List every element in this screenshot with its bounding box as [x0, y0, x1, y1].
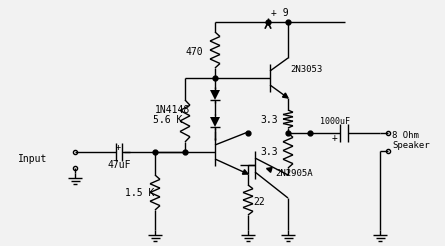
- Polygon shape: [210, 117, 220, 127]
- Text: 47uF: 47uF: [108, 160, 132, 170]
- Text: 1.5 K: 1.5 K: [125, 188, 154, 198]
- Text: +: +: [116, 142, 121, 152]
- Text: 8 Ohm: 8 Ohm: [392, 132, 419, 140]
- Text: +: +: [332, 133, 338, 143]
- Text: + 9: + 9: [271, 8, 289, 18]
- Text: 5.6 K: 5.6 K: [153, 115, 182, 125]
- Text: 1N4148: 1N4148: [155, 105, 190, 115]
- Polygon shape: [267, 168, 272, 172]
- Text: 3.3: 3.3: [260, 147, 278, 157]
- Text: 470: 470: [185, 47, 202, 57]
- Text: 1000uF: 1000uF: [320, 117, 350, 125]
- Text: 2N2905A: 2N2905A: [275, 169, 313, 178]
- Text: 3.3: 3.3: [260, 115, 278, 125]
- Polygon shape: [283, 93, 288, 98]
- Text: Speaker: Speaker: [392, 141, 429, 151]
- Text: Input: Input: [18, 154, 47, 164]
- Text: 22: 22: [253, 197, 265, 207]
- Polygon shape: [243, 170, 248, 174]
- Text: 2N3053: 2N3053: [290, 65, 322, 75]
- Polygon shape: [210, 90, 220, 100]
